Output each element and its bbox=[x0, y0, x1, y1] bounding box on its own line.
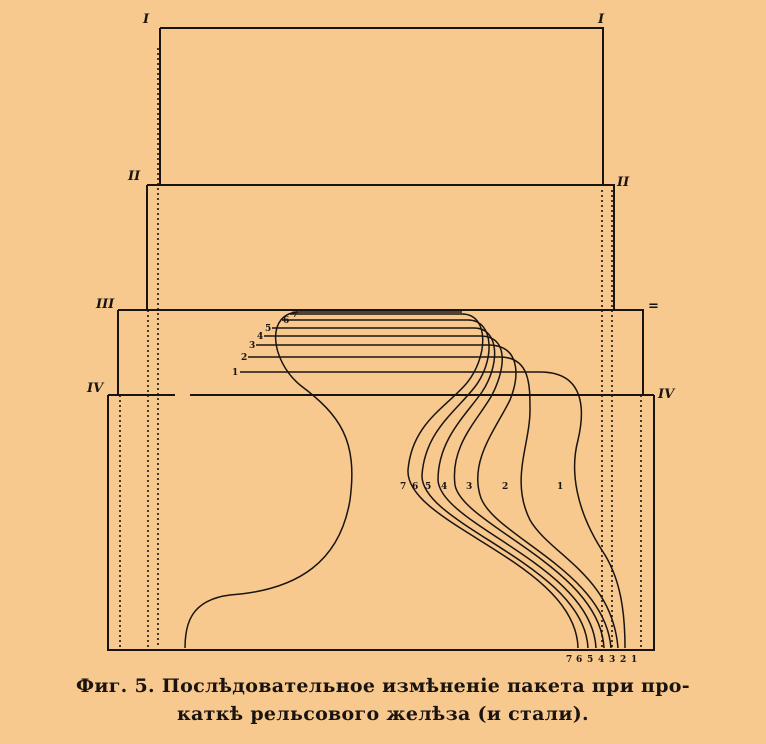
layer-curve-2 bbox=[248, 356, 619, 649]
layer-labels-left: 1 2 3 4 5 6 7 bbox=[232, 310, 298, 378]
layer-label-mid-6: 6 bbox=[412, 482, 418, 492]
layer-label-bottom-3: 3 bbox=[609, 655, 615, 665]
stage-4-outline bbox=[107, 394, 655, 651]
stage-labels: I I II II III = IV IV bbox=[86, 12, 676, 402]
layer-curve-6 bbox=[282, 319, 589, 649]
layer-curve-7 bbox=[290, 313, 579, 649]
label-I-left: I bbox=[142, 12, 150, 27]
layer-label-left-4: 4 bbox=[257, 332, 263, 342]
layer-label-mid-5: 5 bbox=[425, 482, 431, 492]
layer-label-bottom-6: 6 bbox=[576, 655, 582, 665]
layer-label-mid-3: 3 bbox=[466, 482, 472, 492]
layer-label-left-5: 5 bbox=[265, 324, 271, 334]
layer-labels-bottom: 7 6 5 4 3 2 1 bbox=[566, 655, 637, 665]
rolling-diagram: I I II II III = IV IV 1 2 3 4 5 6 7 1 2 … bbox=[86, 12, 676, 665]
layer-label-left-3: 3 bbox=[249, 341, 255, 351]
layer-label-bottom-5: 5 bbox=[587, 655, 593, 665]
layer-label-bottom-7: 7 bbox=[566, 655, 572, 665]
layer-label-mid-1: 1 bbox=[557, 482, 563, 492]
caption-line-2: каткѣ рельсового желѣза (и стали). bbox=[177, 703, 589, 725]
dotted-guide-lines bbox=[119, 48, 642, 648]
layer-curves bbox=[184, 311, 626, 649]
label-III-left: III bbox=[95, 297, 115, 312]
layer-label-left-2: 2 bbox=[241, 353, 247, 363]
layer-curve-3 bbox=[256, 344, 612, 649]
layer-curve-1 bbox=[240, 371, 626, 649]
label-IV-right: IV bbox=[657, 387, 676, 402]
layer-label-bottom-1: 1 bbox=[631, 655, 637, 665]
layer-curve-5 bbox=[272, 327, 597, 649]
layer-label-left-1: 1 bbox=[232, 368, 238, 378]
label-III-right: = bbox=[648, 299, 659, 314]
stage-2-outline bbox=[146, 184, 615, 310]
layer-label-mid-7: 7 bbox=[400, 482, 406, 492]
label-I-right: I bbox=[597, 12, 605, 27]
stage-1-outline bbox=[159, 27, 604, 185]
stage-3-outline bbox=[117, 309, 644, 395]
layer-labels-middle: 1 2 3 4 5 6 7 bbox=[400, 482, 563, 492]
caption-line-1: Фиг. 5. Послѣдовательное измѣненіе пакет… bbox=[76, 675, 690, 697]
layer-curve-4 bbox=[264, 335, 605, 649]
layer-label-mid-4: 4 bbox=[441, 482, 447, 492]
figure-caption: Фиг. 5. Послѣдовательное измѣненіе пакет… bbox=[0, 672, 766, 728]
label-II-left: II bbox=[127, 169, 141, 184]
label-II-right: II bbox=[616, 175, 630, 190]
layer-label-bottom-2: 2 bbox=[620, 655, 626, 665]
layer-label-mid-2: 2 bbox=[502, 482, 508, 492]
label-IV-left: IV bbox=[86, 381, 105, 396]
layer-label-left-7: 7 bbox=[292, 310, 298, 320]
web-outline bbox=[184, 311, 462, 649]
layer-label-left-6: 6 bbox=[283, 316, 289, 326]
layer-label-bottom-4: 4 bbox=[598, 655, 604, 665]
